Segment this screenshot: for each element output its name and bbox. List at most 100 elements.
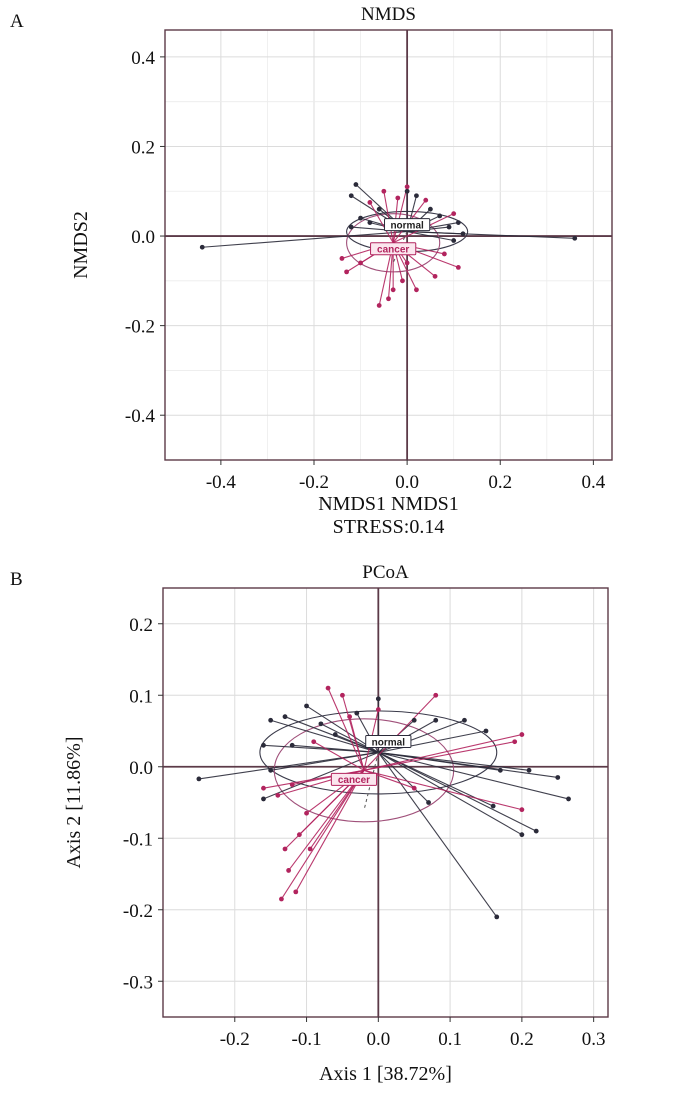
point-cancer (432, 273, 438, 279)
point-cancer (433, 692, 439, 698)
plot-frame (164, 29, 613, 461)
x-tick-label: -0.2 (220, 1029, 250, 1050)
spoke-cancer (349, 716, 365, 771)
point-cancer (455, 264, 461, 270)
spoke-normal (378, 751, 558, 779)
point-normal (428, 206, 433, 212)
point-cancer (441, 251, 447, 257)
point-cancer (512, 739, 518, 745)
point-cancer (451, 211, 457, 217)
point-normal (462, 717, 467, 723)
point-normal (282, 714, 288, 720)
y-tick-label: -0.2 (125, 317, 155, 338)
spoke-cancer (280, 770, 365, 900)
x-tick-label: -0.1 (292, 1029, 322, 1050)
spoke-cancer (292, 769, 365, 786)
x-tick-label: 0.2 (488, 472, 512, 493)
stress-label: STRESS:0.14 (333, 516, 445, 538)
point-normal (261, 742, 266, 748)
point-cancer (390, 287, 396, 293)
point-normal (376, 206, 382, 212)
point-normal (375, 696, 381, 702)
point-cancer (311, 739, 317, 745)
tick-labels: -0.2 -0.1 0.0 0.1 0.2 0.3 0.2 0.1 0.0 -0.1 -0.2 -0.… (123, 615, 606, 1050)
point-normal (199, 244, 205, 250)
group-label-text: normal (390, 220, 424, 231)
x-tick-label: -0.2 (299, 472, 329, 493)
point-cancer (286, 868, 292, 873)
point-cancer (519, 807, 525, 813)
spoke-normal (378, 751, 494, 807)
point-normal (483, 728, 489, 734)
point-cancer (340, 692, 345, 698)
y-tick-label: 0.2 (131, 137, 155, 158)
plot-area (163, 588, 608, 1017)
point-normal (304, 703, 309, 709)
point-normal (437, 213, 443, 219)
group-label-cancer: cancer (330, 772, 378, 786)
spoke-normal (378, 751, 537, 832)
x-tick-label: 0.3 (582, 1029, 606, 1050)
spoke-normal (270, 719, 379, 753)
spoke-normal (378, 730, 487, 753)
point-cancer (400, 278, 405, 284)
spoke-normal (292, 744, 379, 753)
y-tick-label: -0.1 (123, 829, 153, 850)
points (199, 182, 578, 308)
point-cancer (279, 896, 284, 902)
point-normal (367, 220, 373, 226)
point-normal (526, 767, 532, 773)
point-normal (353, 182, 359, 187)
point-normal (497, 767, 503, 773)
point-normal (268, 717, 274, 723)
point-cancer (307, 846, 313, 852)
chart-panel-b: B PCoA normal cancer -0.2 -0.1 0.0 0.1 0.2 0.3 0.2… (10, 562, 609, 1085)
spoke-cancer (313, 741, 365, 771)
point-normal (358, 215, 363, 221)
y-tick-label: 0.2 (129, 615, 153, 636)
point-cancer (367, 200, 373, 205)
point-normal (494, 914, 500, 920)
x-tick-label: 0.0 (366, 1029, 390, 1050)
point-normal (566, 796, 571, 802)
point-normal (289, 742, 295, 748)
spokes (198, 687, 569, 918)
point-normal (533, 828, 539, 834)
chart-title: NMDS (361, 4, 416, 25)
point-normal (318, 721, 324, 727)
chart-title: PCoA (362, 562, 409, 583)
y-tick-label: 0.0 (131, 227, 155, 248)
point-normal (261, 796, 266, 802)
spoke-normal (407, 231, 454, 242)
spoke-cancer (363, 769, 523, 811)
x-tick-label: 0.4 (582, 472, 606, 493)
y-tick-label: -0.3 (123, 972, 153, 993)
group-label-cancer: cancer (370, 242, 417, 256)
point-normal (433, 717, 439, 723)
y-axis-label: Axis 2 [11.86%] (63, 736, 85, 868)
point-normal (572, 235, 578, 241)
point-cancer (376, 303, 382, 308)
x-tick-label: -0.4 (206, 472, 237, 493)
y-axis-label: NMDS2 (70, 211, 92, 279)
point-normal (404, 188, 410, 194)
point-normal (348, 224, 354, 230)
point-cancer (404, 260, 410, 266)
point-cancer (411, 785, 417, 791)
group-label-normal: normal (384, 218, 431, 231)
point-cancer (381, 188, 387, 194)
point-cancer (386, 296, 391, 302)
point-normal (354, 710, 360, 716)
spoke-cancer (327, 687, 365, 771)
y-tick-label: -0.4 (125, 406, 156, 427)
point-normal (555, 775, 561, 780)
spoke-cancer (369, 202, 394, 244)
group-label-text: normal (372, 737, 406, 748)
spoke-cancer (363, 694, 437, 771)
point-cancer (296, 832, 302, 838)
spoke-cancer (295, 770, 365, 893)
point-normal (519, 832, 525, 838)
y-tick-label: 0.1 (129, 686, 153, 707)
point-normal (196, 776, 202, 782)
point-normal (332, 732, 338, 737)
